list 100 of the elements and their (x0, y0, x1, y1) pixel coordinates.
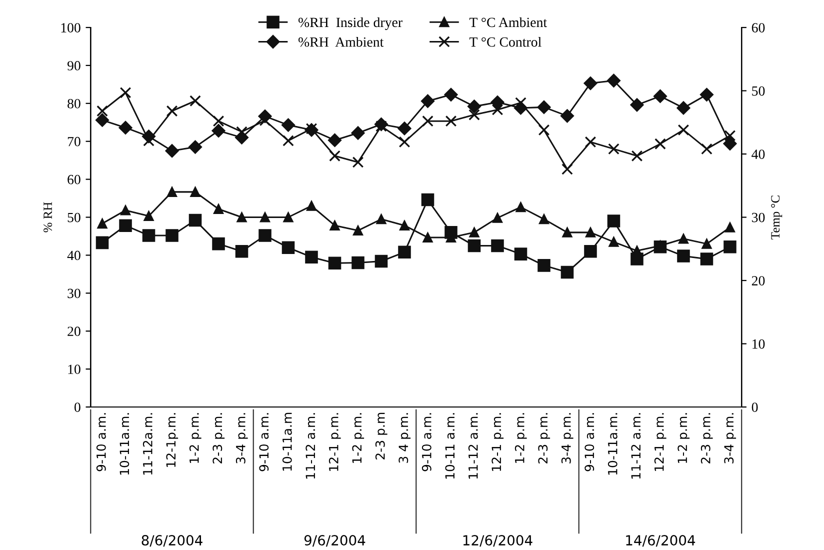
point (584, 136, 596, 148)
point (654, 89, 667, 103)
point (118, 120, 132, 134)
point (305, 250, 318, 264)
y-axis-title: % RH (44, 202, 52, 232)
point (724, 240, 736, 254)
x-tick-label: 3 4 p.m. (398, 413, 411, 463)
point (352, 256, 364, 270)
point (328, 133, 342, 147)
point (421, 193, 434, 206)
point (492, 104, 504, 116)
point (96, 105, 108, 117)
x-tick-label: 11-12a.m. (142, 413, 152, 475)
x-tick-label: 3-4 p.m. (724, 413, 736, 464)
point (678, 234, 688, 244)
point (282, 118, 295, 132)
point (724, 222, 735, 232)
x-tick-label: 9-10 a.m. (259, 413, 269, 472)
x-tick-label: 2-3 p.m. (212, 413, 225, 464)
x-tick-label: 3-4 p.m. (561, 413, 574, 464)
point (678, 124, 690, 136)
point (398, 136, 410, 148)
y-tick-label: 30 (68, 288, 80, 298)
point (212, 124, 226, 138)
legend-label: T °C Control (469, 36, 542, 47)
x-tick-label: 2-3 p.m (375, 412, 388, 460)
point (491, 239, 504, 252)
text: 9/6/2004 (304, 535, 366, 547)
x-tick-label: 9-10 a.m. (584, 413, 594, 472)
point (97, 218, 108, 229)
point (723, 136, 737, 150)
point (190, 186, 200, 197)
point (421, 94, 434, 108)
point (352, 226, 363, 236)
point (584, 245, 597, 258)
text: 14/6/2004 (626, 535, 696, 547)
y-tick-label: 50 (68, 212, 80, 222)
x-tick-label: 12-1 p.m. (492, 413, 504, 471)
point (585, 227, 596, 238)
legend-label: T °C Ambient (469, 17, 547, 28)
point (96, 236, 109, 250)
point (445, 115, 457, 127)
y-tick-label: 90 (67, 61, 80, 70)
point (700, 252, 714, 266)
point (165, 144, 179, 158)
point (701, 143, 712, 155)
y2-tick-label: 20 (752, 276, 765, 286)
x-tick-label: 11-12 a.m. (468, 413, 478, 479)
point (608, 143, 620, 155)
point (468, 239, 481, 252)
point (468, 100, 481, 114)
point (560, 266, 574, 279)
point (538, 259, 550, 272)
point (702, 238, 712, 249)
x-tick-label: 9-10 a.m. (96, 413, 106, 472)
x-tick-label: 1-2 p.m. (352, 413, 364, 463)
point (258, 229, 272, 242)
point (677, 250, 690, 262)
x-tick-label: 10-11a.m (282, 412, 292, 471)
point (119, 219, 132, 232)
y2-tick-label: 60 (752, 23, 765, 32)
point (537, 100, 551, 114)
point (676, 101, 690, 115)
y-tick-label: 40 (67, 250, 80, 260)
point (329, 150, 340, 162)
point (444, 88, 458, 102)
point (144, 210, 154, 221)
x-tick-label: 11-12 a.m. (306, 413, 316, 479)
point (724, 130, 736, 142)
x-tick-label: 12-1 p.m. (328, 413, 341, 471)
y2-tick-label: 30 (752, 212, 765, 222)
point (120, 86, 132, 98)
point (376, 214, 386, 224)
point (654, 138, 666, 150)
x-tick-label: 10-11 a.m. (445, 413, 455, 479)
point (330, 220, 340, 230)
y2-tick-label: 10 (752, 339, 765, 349)
point (188, 140, 202, 154)
x-tick-label: 1-2 p.m. (678, 413, 690, 463)
point (422, 115, 434, 127)
point (306, 123, 318, 134)
point (538, 214, 549, 224)
point (282, 135, 294, 146)
point (166, 105, 178, 117)
point (282, 241, 295, 254)
point (188, 214, 202, 227)
y-tick-label: 10 (68, 364, 80, 374)
point (562, 227, 572, 238)
point (562, 163, 573, 175)
point (166, 229, 178, 242)
y-tick-label: 60 (68, 174, 80, 184)
x-tick-label: 12-1p.m. (166, 413, 178, 467)
point (351, 126, 365, 140)
point (306, 200, 317, 211)
point (398, 122, 412, 136)
y-tick-label: 20 (68, 326, 80, 336)
point (514, 248, 528, 260)
x-tick-label: 10-11a.m. (608, 413, 618, 475)
x-tick-label: 3-4 p.m. (236, 413, 248, 464)
x-tick-label: 1-2 p.m. (514, 413, 527, 463)
